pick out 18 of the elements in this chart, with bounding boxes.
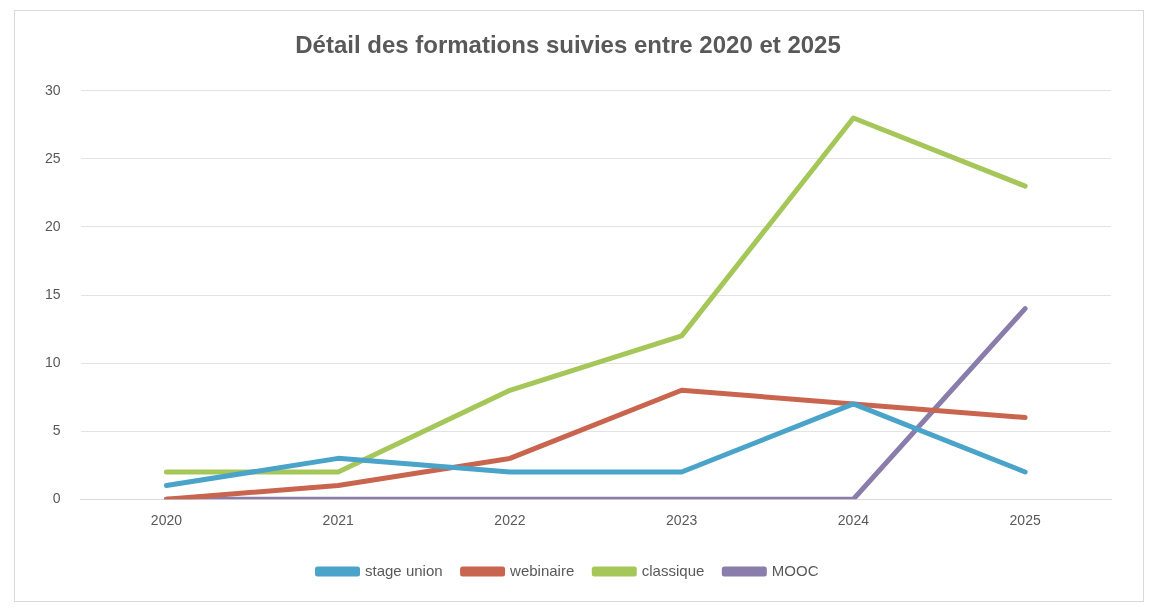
x-tick-label: 2022 [494, 512, 526, 529]
y-tick-label: 15 [44, 285, 61, 302]
legend-label: stage union [365, 561, 443, 579]
legend-label: classique [641, 561, 705, 579]
y-tick-label: 10 [44, 353, 61, 370]
x-tick-label: 2025 [1009, 512, 1041, 529]
y-tick-label: 25 [44, 149, 61, 166]
legend-label: MOOC [771, 561, 819, 579]
x-tick-label: 2024 [837, 512, 870, 529]
y-tick-label: 0 [52, 490, 61, 507]
x-tick-label: 2023 [666, 512, 698, 529]
x-tick-label: 2020 [150, 512, 183, 529]
chart-title: Détail des formations suivies entre 2020 et 2025 [295, 31, 841, 59]
x-tick-label: 2021 [322, 512, 354, 529]
y-tick-label: 30 [44, 81, 61, 98]
y-tick-label: 5 [52, 421, 61, 438]
y-tick-label: 20 [44, 217, 61, 234]
legend-label: webinaire [509, 561, 575, 579]
